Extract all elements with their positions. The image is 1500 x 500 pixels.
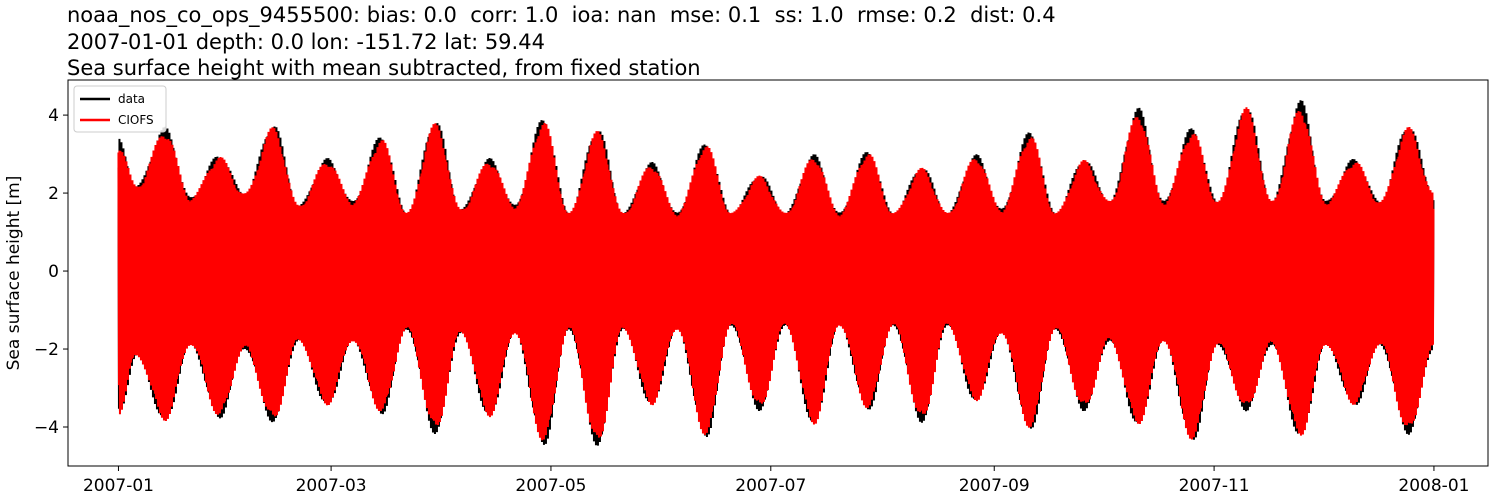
y-axis: −4 −2 0 2 4 <box>34 106 68 438</box>
legend-entry-ciofs: CIOFS <box>118 113 154 127</box>
plot-frame <box>67 79 1489 467</box>
y-tick-label-2: 0 <box>48 262 59 282</box>
x-axis: 2007-01 2007-03 2007-05 2007-07 2007-09 2007-… <box>83 466 1469 496</box>
chart-title-line-1: noaa_nos_co_ops_9455500: bias: 0.0 corr:… <box>67 3 1056 27</box>
x-tick-label-5: 2007-11 <box>1179 476 1250 496</box>
x-tick-label-6: 2008-01 <box>1398 476 1469 496</box>
chart-title-line-3: Sea surface height with mean subtracted,… <box>67 56 701 80</box>
series-line-ciofs <box>117 107 1435 441</box>
y-axis-label: Sea surface height [m] <box>4 176 24 371</box>
y-tick-label-0: −4 <box>34 418 59 438</box>
y-tick-label-4: 4 <box>48 106 59 126</box>
x-tick-label-3: 2007-07 <box>735 476 806 496</box>
x-tick-label-2: 2007-05 <box>515 476 586 496</box>
legend-entry-data: data <box>118 92 145 106</box>
chart-title-line-2: 2007-01-01 depth: 0.0 lon: -151.72 lat: … <box>67 30 545 54</box>
x-tick-label-1: 2007-03 <box>296 476 367 496</box>
x-tick-label-4: 2007-09 <box>959 476 1030 496</box>
series-layer <box>117 100 1435 446</box>
x-tick-label-0: 2007-01 <box>83 476 154 496</box>
legend: data CIOFS <box>73 85 167 133</box>
y-tick-label-1: −2 <box>34 340 59 360</box>
y-tick-label-3: 2 <box>48 184 59 204</box>
